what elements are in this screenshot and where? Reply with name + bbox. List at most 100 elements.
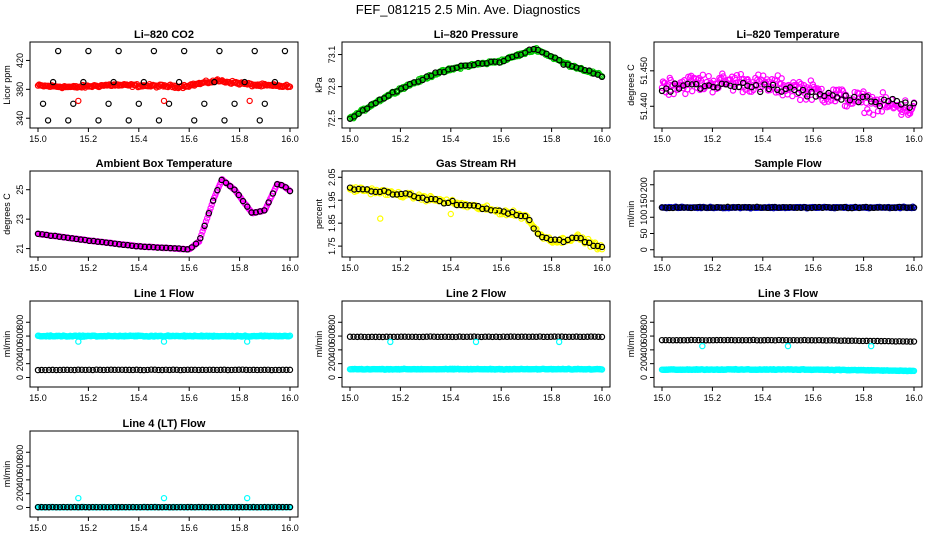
data-point — [691, 204, 699, 211]
data-point — [466, 62, 473, 69]
data-point — [801, 204, 808, 211]
y-tick-label: 600 — [639, 329, 649, 344]
data-point — [118, 503, 126, 511]
data-point — [415, 194, 422, 202]
data-point — [197, 235, 204, 242]
data-point — [281, 47, 289, 55]
data-point — [74, 503, 82, 511]
data-point — [372, 333, 379, 341]
data-point — [180, 245, 187, 253]
data-point — [547, 333, 555, 340]
data-point — [210, 503, 217, 511]
x-tick-label: 15.2 — [80, 263, 98, 273]
panel-title: Line 3 Flow — [758, 288, 818, 300]
data-point — [779, 204, 786, 211]
data-point — [877, 337, 885, 345]
data-point — [565, 333, 573, 340]
data-point — [713, 204, 720, 211]
data-point — [910, 99, 918, 107]
data-point — [261, 100, 268, 107]
x-tick-label: 15.4 — [754, 393, 772, 403]
data-point — [460, 333, 467, 341]
data-point — [222, 179, 230, 187]
data-point — [169, 366, 177, 373]
y-tick-label: 23 — [15, 214, 25, 224]
data-point — [70, 100, 77, 107]
data-point — [376, 96, 384, 103]
data-point — [744, 76, 751, 83]
data-point — [793, 204, 801, 211]
data-point — [761, 337, 768, 344]
data-point — [695, 203, 702, 211]
data-point — [180, 503, 188, 511]
y-tick-label: 340 — [15, 111, 25, 126]
data-point — [231, 100, 238, 107]
y-tick-label: 1.95 — [327, 191, 337, 209]
x-tick-label: 15.2 — [392, 263, 410, 273]
data-point — [808, 88, 815, 96]
data-point — [808, 96, 816, 103]
series-2 — [75, 338, 251, 345]
data-point — [492, 58, 499, 65]
data-point — [768, 336, 775, 344]
data-point — [739, 337, 746, 344]
plot-area — [346, 44, 606, 122]
data-point — [750, 336, 757, 344]
panel-title: Line 4 (LT) Flow — [123, 418, 206, 430]
data-point — [137, 503, 144, 511]
panel-title: Li–820 Pressure — [434, 29, 518, 41]
data-point — [64, 366, 71, 374]
data-point — [257, 503, 264, 511]
plot-frame — [341, 41, 611, 129]
x-tick-label: 15.8 — [543, 393, 561, 403]
data-point — [830, 204, 837, 211]
x-tick-label: 15.6 — [180, 523, 198, 533]
data-point — [560, 61, 567, 68]
data-point — [761, 204, 768, 211]
data-point — [165, 100, 173, 107]
data-point — [731, 83, 738, 91]
data-point — [188, 366, 195, 374]
y-tick-label: 400 — [639, 342, 649, 357]
data-point — [111, 366, 118, 374]
data-point — [180, 366, 188, 374]
data-point — [129, 366, 137, 374]
data-point — [199, 366, 206, 374]
data-point — [430, 333, 438, 340]
data-point — [467, 333, 474, 340]
y-tick-label: 400 — [327, 342, 337, 357]
data-point — [253, 504, 261, 511]
data-point — [436, 68, 443, 76]
data-point — [191, 366, 199, 374]
data-point — [775, 336, 783, 344]
data-point — [191, 504, 199, 511]
x-tick-label: 15.8 — [231, 263, 249, 273]
data-point — [432, 69, 439, 76]
data-point — [492, 333, 500, 340]
data-point — [782, 204, 790, 211]
data-point — [772, 204, 779, 211]
y-tick-label: 51.440 — [639, 93, 649, 121]
data-point — [526, 216, 533, 224]
data-point — [509, 208, 516, 216]
data-point — [96, 366, 104, 374]
data-point — [547, 236, 554, 244]
data-point — [264, 504, 272, 511]
data-point — [107, 366, 115, 373]
data-point — [78, 503, 86, 511]
data-point — [684, 337, 691, 344]
plot-frame — [29, 170, 299, 258]
x-tick-label: 15.4 — [442, 263, 460, 273]
y-tick-label: 0 — [15, 505, 25, 510]
data-point — [124, 241, 131, 249]
data-point — [272, 503, 279, 511]
data-point — [73, 235, 80, 243]
data-point — [212, 192, 219, 199]
data-point — [265, 199, 272, 206]
data-point — [39, 100, 47, 107]
data-point — [518, 333, 525, 340]
data-point — [232, 366, 239, 374]
data-point — [379, 333, 387, 341]
data-point — [282, 184, 289, 191]
x-tick-label: 15.8 — [231, 523, 249, 533]
